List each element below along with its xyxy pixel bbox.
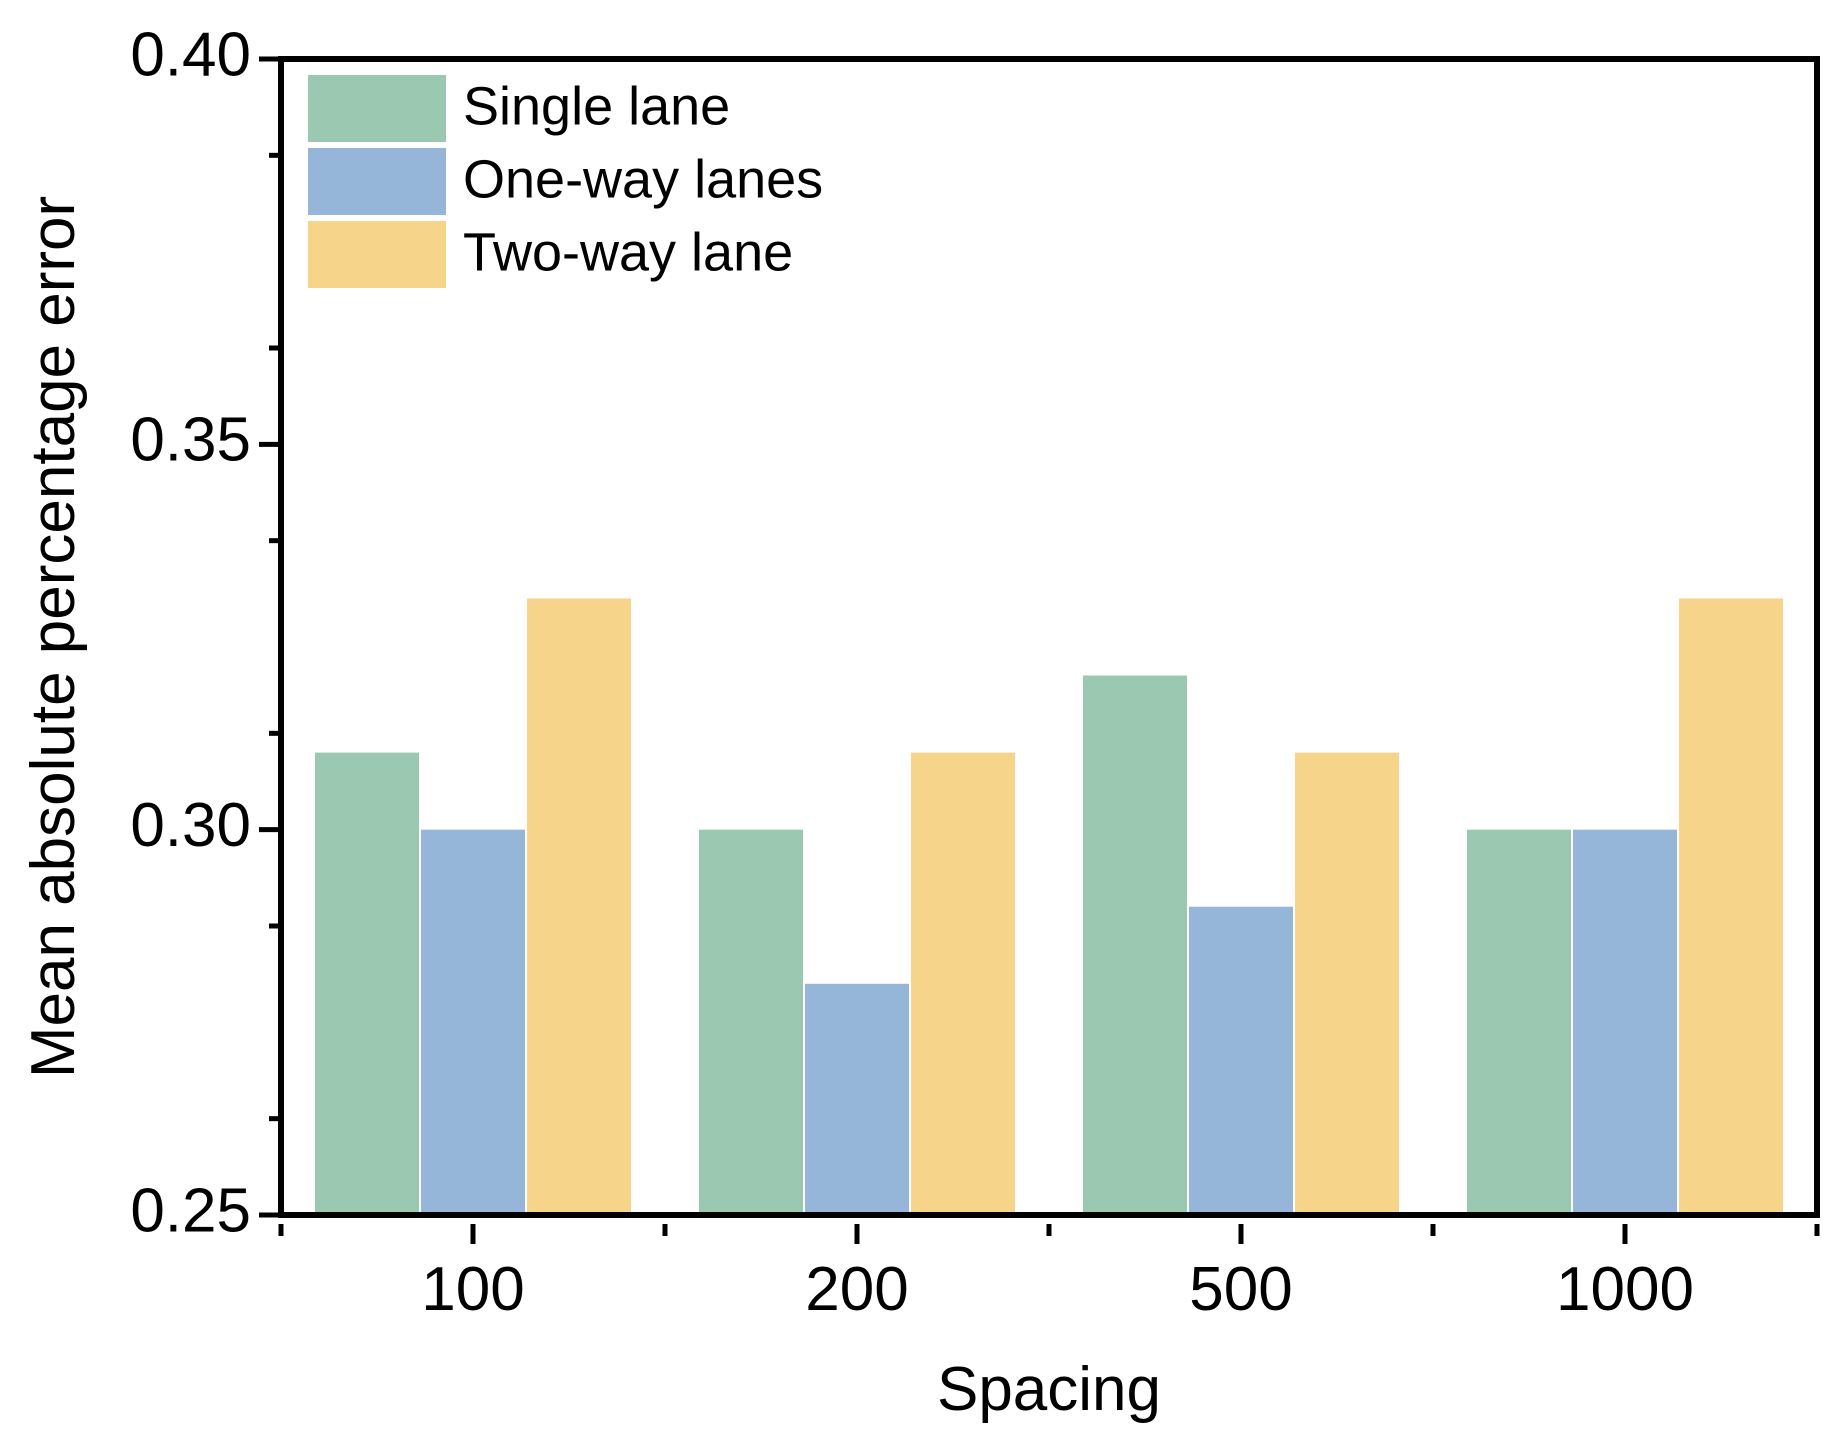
x-tick-label: 500 bbox=[1189, 1255, 1292, 1324]
bar-two-way-lane-1000 bbox=[1679, 598, 1783, 1215]
bar-single-lane-100 bbox=[315, 752, 419, 1215]
legend-swatch-two-way-lane bbox=[308, 221, 446, 288]
legend-label-one-way-lanes: One-way lanes bbox=[463, 149, 823, 209]
y-tick-label: 0.30 bbox=[130, 791, 251, 860]
bar-two-way-lane-500 bbox=[1295, 752, 1399, 1215]
x-tick-label: 1000 bbox=[1556, 1255, 1694, 1324]
bar-single-lane-500 bbox=[1083, 675, 1187, 1215]
bar-two-way-lane-100 bbox=[527, 598, 631, 1215]
bar-one-way-lanes-100 bbox=[421, 829, 525, 1215]
legend-label-single-lane: Single lane bbox=[463, 76, 730, 136]
bar-one-way-lanes-1000 bbox=[1573, 829, 1677, 1215]
y-axis-title: Mean absolute percentage error bbox=[19, 196, 88, 1078]
plot-frame bbox=[278, 56, 1820, 1218]
x-axis-title: Spacing bbox=[937, 1355, 1161, 1424]
bar-two-way-lane-200 bbox=[911, 752, 1015, 1215]
x-tick-label: 200 bbox=[805, 1255, 908, 1324]
x-tick-label: 100 bbox=[421, 1255, 524, 1324]
legend-swatch-single-lane bbox=[308, 75, 446, 142]
bar-single-lane-1000 bbox=[1467, 829, 1571, 1215]
legend-label-two-way-lane: Two-way lane bbox=[463, 222, 793, 282]
bar-one-way-lanes-200 bbox=[805, 983, 909, 1215]
legend: Single lane One-way lanes Two-way lane bbox=[308, 75, 823, 288]
y-tick-label: 0.35 bbox=[130, 406, 251, 475]
x-axis: 100 200 500 1000 bbox=[278, 1224, 1820, 1324]
bar-one-way-lanes-500 bbox=[1189, 906, 1293, 1215]
bar-single-lane-200 bbox=[699, 829, 803, 1215]
legend-swatch-one-way-lanes bbox=[308, 148, 446, 215]
y-tick-label: 0.40 bbox=[130, 20, 251, 89]
bars-group bbox=[315, 598, 1783, 1215]
y-tick-label: 0.25 bbox=[130, 1176, 251, 1245]
y-axis: 0.25 0.30 0.35 0.40 bbox=[130, 20, 281, 1245]
